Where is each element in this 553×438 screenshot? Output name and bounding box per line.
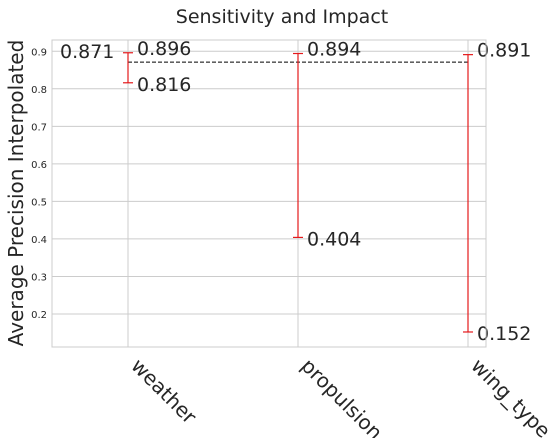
y-tick-label: 0.8 xyxy=(31,85,47,96)
reference-label: 0.871 xyxy=(60,41,114,63)
x-tick-label: wing_type xyxy=(466,354,553,438)
y-tick-label: 0.2 xyxy=(31,310,47,321)
x-tick-label: weather xyxy=(126,354,201,429)
y-tick-label: 0.7 xyxy=(31,122,47,133)
error-bars: 0.896 0.816 0.894 0.404 0.891 0.152 xyxy=(123,38,531,345)
x-axis-ticks: weather propulsion wing_type xyxy=(126,354,553,438)
y-tick-label: 0.6 xyxy=(31,160,47,171)
low-value-label: 0.816 xyxy=(137,74,191,96)
grid xyxy=(52,40,486,347)
y-axis-label: Average Precision Interpolated xyxy=(4,40,28,347)
chart-title: Sensitivity and Impact xyxy=(176,6,388,28)
y-tick-label: 0.9 xyxy=(31,47,47,58)
reference-line-group: 0.871 xyxy=(60,41,468,63)
low-value-label: 0.152 xyxy=(477,323,531,345)
y-tick-label: 0.5 xyxy=(31,197,47,208)
y-tick-label: 0.3 xyxy=(31,272,47,283)
low-value-label: 0.404 xyxy=(307,228,361,250)
x-tick-label: propulsion xyxy=(296,354,387,438)
y-axis-ticks: 0.2 0.3 0.4 0.5 0.6 0.7 0.8 0.9 xyxy=(31,47,47,321)
y-tick-label: 0.4 xyxy=(31,235,47,246)
high-value-label: 0.896 xyxy=(137,38,191,60)
high-value-label: 0.891 xyxy=(477,40,531,62)
high-value-label: 0.894 xyxy=(307,39,361,61)
plot-frame xyxy=(51,39,487,348)
